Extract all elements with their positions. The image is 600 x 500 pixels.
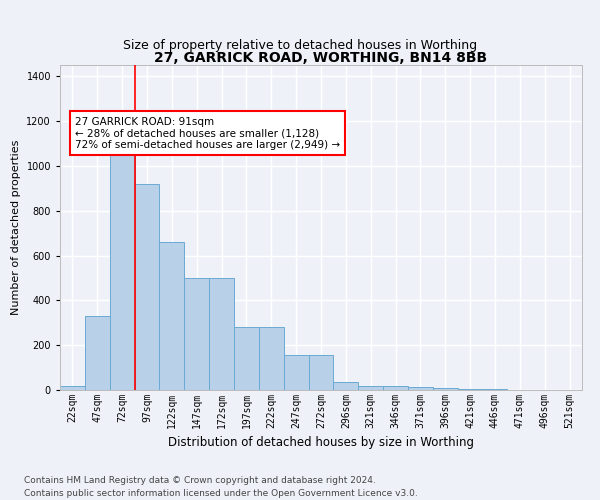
Text: 27 GARRICK ROAD: 91sqm
← 28% of detached houses are smaller (1,128)
72% of semi-: 27 GARRICK ROAD: 91sqm ← 28% of detached… <box>75 116 340 150</box>
Bar <box>408 386 433 390</box>
Y-axis label: Number of detached properties: Number of detached properties <box>11 140 21 315</box>
Text: Contains HM Land Registry data © Crown copyright and database right 2024.
Contai: Contains HM Land Registry data © Crown c… <box>24 476 418 498</box>
Bar <box>134 184 160 390</box>
Bar <box>160 242 184 390</box>
Text: Size of property relative to detached houses in Worthing: Size of property relative to detached ho… <box>123 40 477 52</box>
Bar <box>334 382 358 390</box>
Bar <box>209 278 234 390</box>
Bar <box>458 389 482 390</box>
Bar <box>85 316 110 390</box>
Bar <box>284 356 308 390</box>
Bar <box>110 154 134 390</box>
Title: 27, GARRICK ROAD, WORTHING, BN14 8BB: 27, GARRICK ROAD, WORTHING, BN14 8BB <box>154 51 488 65</box>
Bar <box>308 356 334 390</box>
Bar <box>383 386 408 390</box>
Bar <box>60 386 85 390</box>
Bar <box>482 389 508 390</box>
Bar <box>259 327 284 390</box>
Bar <box>234 327 259 390</box>
Bar <box>358 386 383 390</box>
Bar <box>433 388 458 390</box>
Bar <box>184 278 209 390</box>
X-axis label: Distribution of detached houses by size in Worthing: Distribution of detached houses by size … <box>168 436 474 450</box>
